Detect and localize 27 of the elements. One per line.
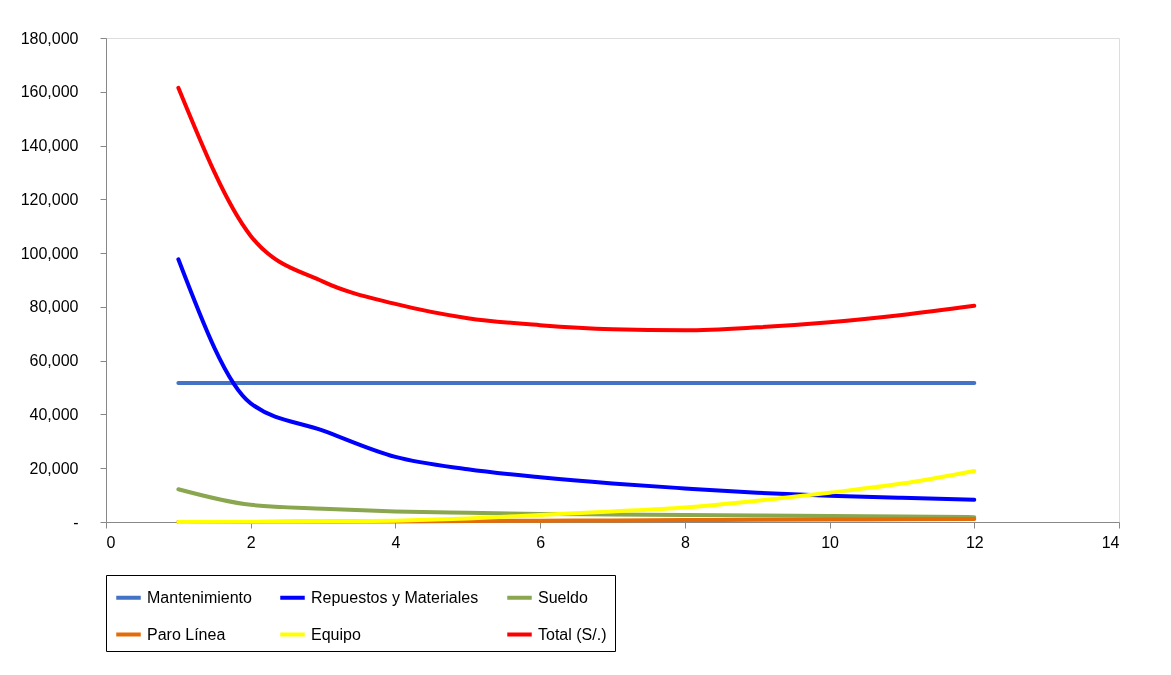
y-tick-label: 100,000 <box>20 244 79 262</box>
legend-label: Equipo <box>311 625 361 643</box>
y-tick-label: - <box>73 513 79 531</box>
x-tick-label: 2 <box>246 533 256 551</box>
legend-label: Total (S/.) <box>538 625 607 643</box>
line-series <box>176 85 977 333</box>
legend-label: Paro Línea <box>147 625 226 643</box>
x-tick-label: 6 <box>536 533 546 551</box>
line-series <box>176 468 977 524</box>
y-tick-label: 140,000 <box>20 137 79 155</box>
y-tick-label: 160,000 <box>20 83 79 101</box>
x-tick-label: 10 <box>821 533 840 551</box>
x-tick-label: 4 <box>391 533 401 551</box>
y-tick-label: 40,000 <box>29 405 79 423</box>
y-tick-label: 120,000 <box>20 190 79 208</box>
y-tick-label: 80,000 <box>29 298 79 316</box>
legend-label: Sueldo <box>538 588 588 606</box>
x-tick-label: 12 <box>965 533 984 551</box>
x-tick-label: 8 <box>680 533 690 551</box>
y-tick-label: 20,000 <box>29 459 79 477</box>
y-tick-label: 180,000 <box>20 29 79 47</box>
y-tick-label: 60,000 <box>29 352 79 370</box>
x-tick-label: 14 <box>1101 533 1120 551</box>
legend-label: Mantenimiento <box>147 588 253 606</box>
line-series <box>176 257 977 502</box>
legend-label: Repuestos y Materiales <box>311 588 479 606</box>
x-tick-label: 0 <box>106 533 116 551</box>
